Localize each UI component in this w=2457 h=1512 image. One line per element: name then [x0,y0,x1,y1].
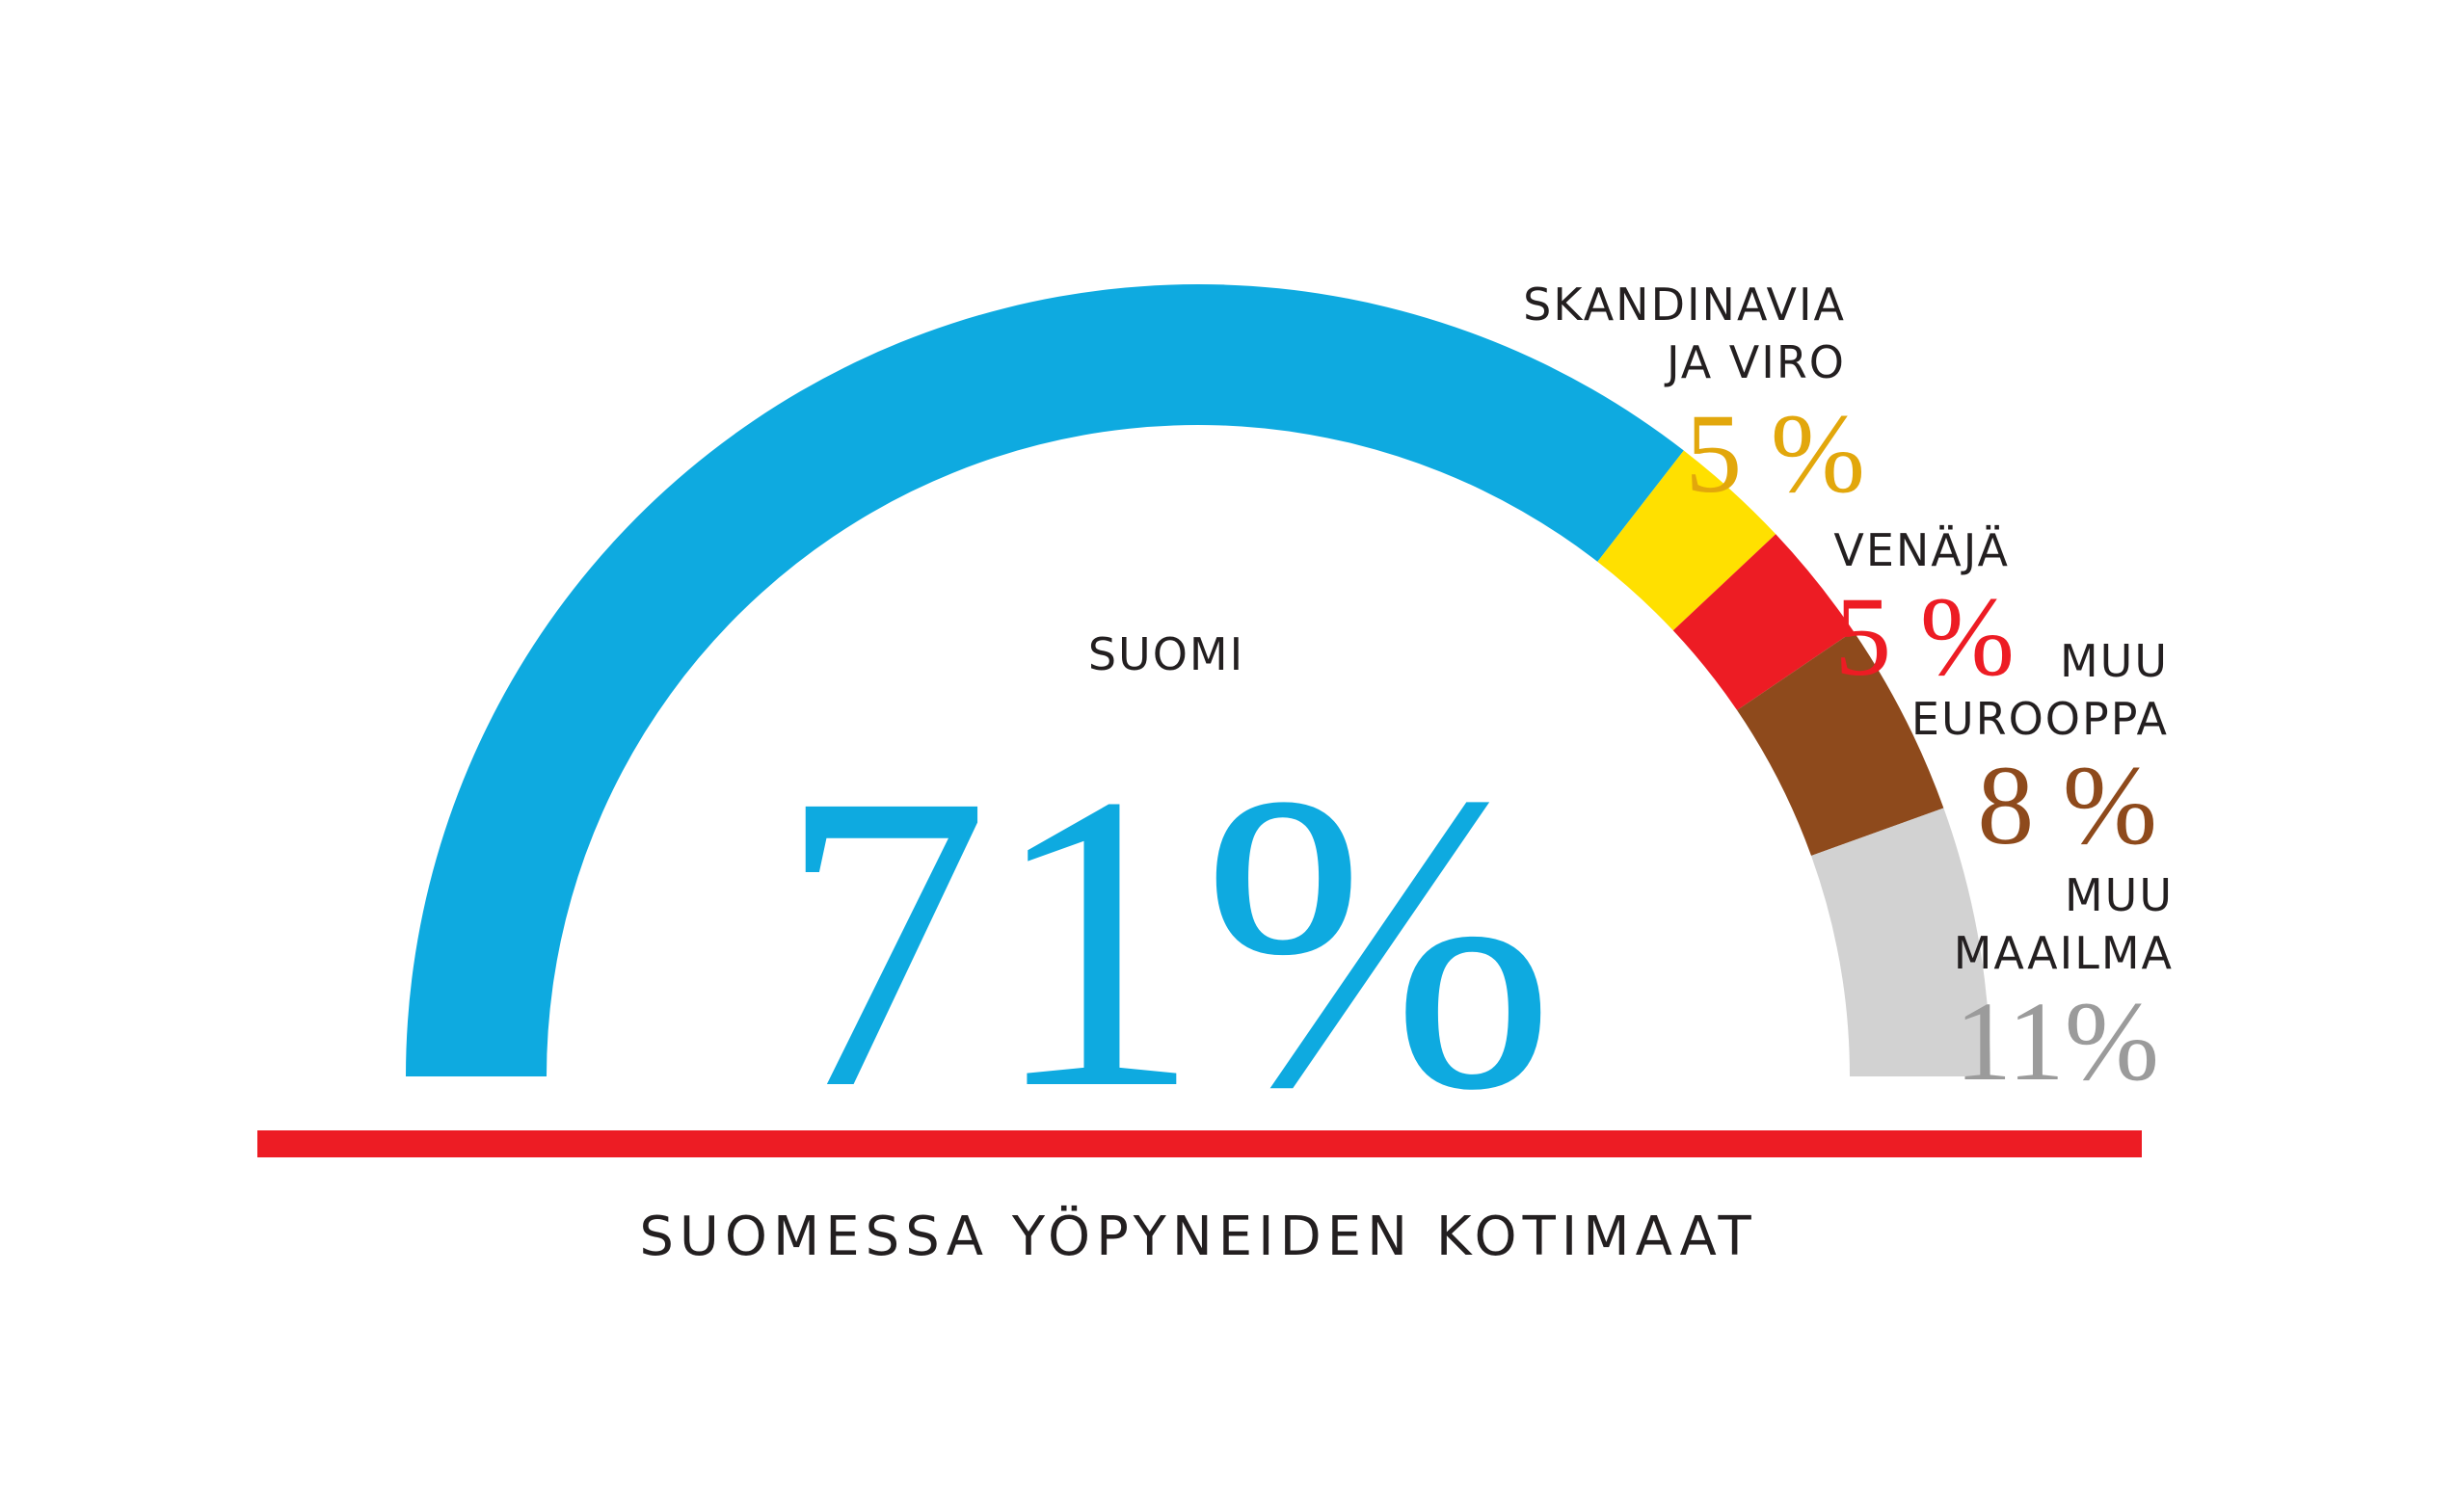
baseline-bar [257,1130,2142,1157]
muu-maailma-value-label: 11% [1955,978,2159,1104]
muu-eurooppa-category-label-line2: EUROOPPA [1911,693,2169,745]
venaja-value-label: 5 % [1834,573,2015,700]
arc-segment-muu-maailma [1811,808,1990,1076]
muu-eurooppa-category-label-line1: MUU [2060,635,2169,687]
skandinavia-value-label: 5 % [1685,390,1865,517]
muu-eurooppa-value-label: 8 % [1977,742,2157,868]
muu-maailma-category-label-line2: MAAILMA [1954,927,2174,979]
arc-segment-suomi [406,284,1684,1076]
suomi-value-label: 71% [778,707,1556,1177]
muu-maailma-category-label-line1: MUU [2065,869,2174,921]
skandinavia-category-label-line1: SKANDINAVIA [1523,279,1846,331]
arc-segment-skandinavia-ja-viro [1597,450,1776,631]
venaja-category-label: VENÄJÄ [1833,524,2010,576]
arc-layer [406,284,1990,1076]
arc-segment-muu-eurooppa [1737,630,1944,857]
skandinavia-category-label-line2: JA VIRO [1664,336,1846,388]
suomi-category-label: SUOMI [1088,628,1244,680]
arc-segment-venäjä [1672,534,1854,711]
chart-title: SUOMESSA YÖPYNEIDEN KOTIMAAT [639,1206,1756,1268]
